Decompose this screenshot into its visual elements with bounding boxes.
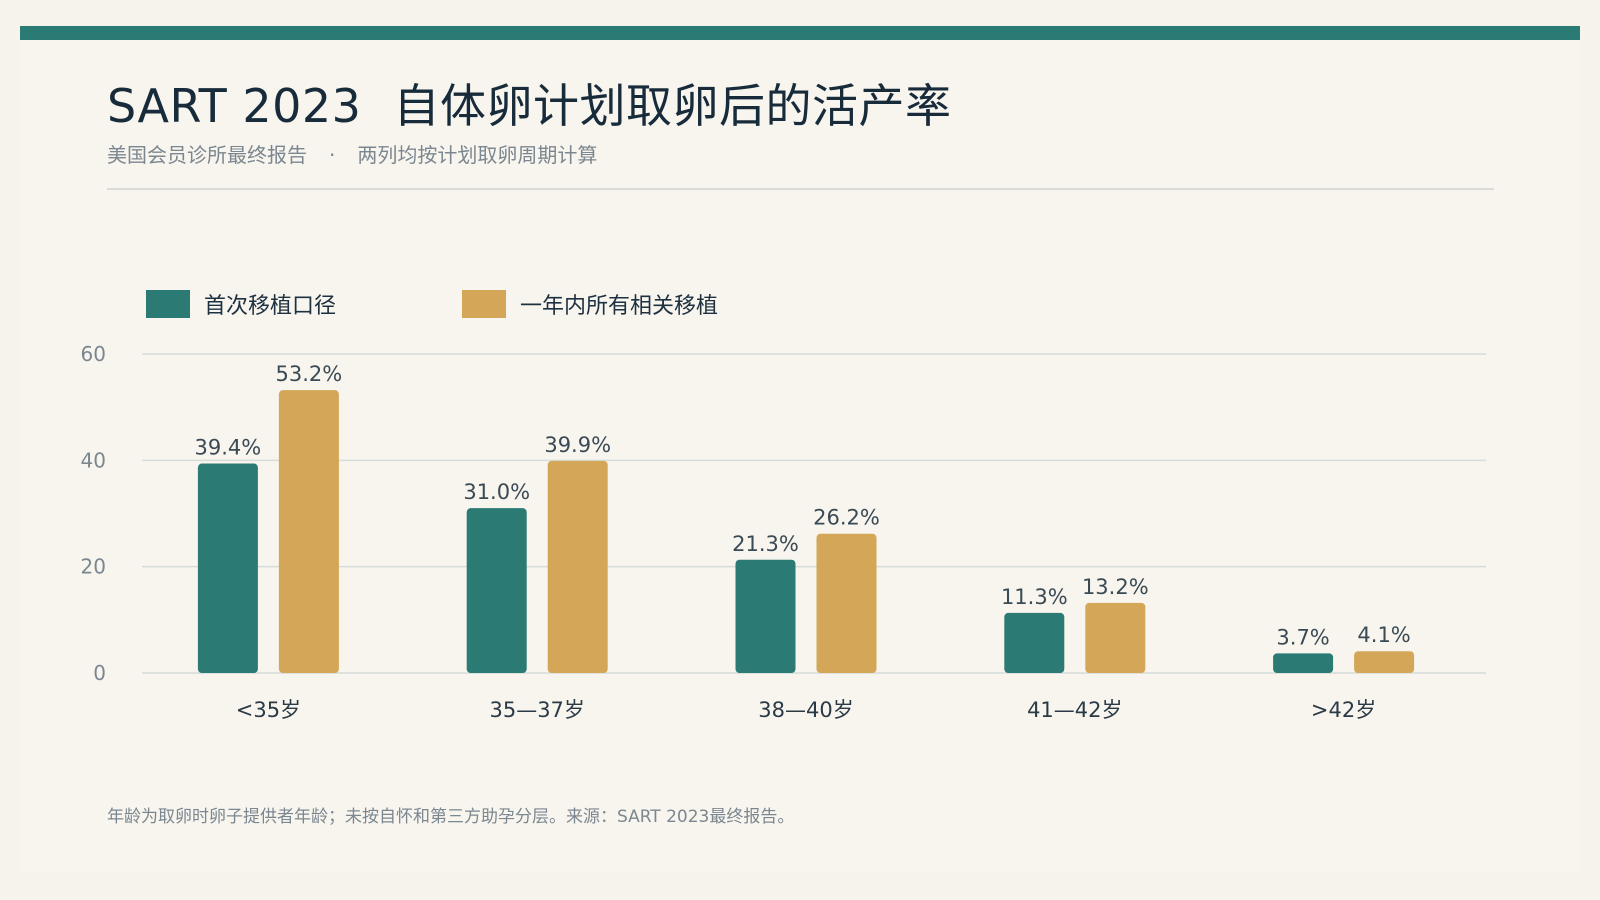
- legend-item-series-2: 一年内所有相关移植: [462, 288, 718, 320]
- bar-series-1-2: [735, 559, 796, 673]
- bar-series-2-0: [278, 390, 339, 673]
- bar-series-1-1: [466, 508, 527, 673]
- bar-series-2-4: [1354, 651, 1415, 673]
- data-label-series-2-2: 26.2%: [813, 506, 880, 530]
- legend-swatch-series-2: [462, 290, 506, 318]
- subtitle-right: 两列均按计划取卵周期计算: [357, 143, 598, 167]
- x-tick-label-0: <35岁: [236, 698, 301, 722]
- bar-series-1-4: [1273, 653, 1334, 673]
- bar-chart: 0 20 40 60 39.4% 53.2% <35岁 31.0% 39.9% 35—37岁 21.…: [81, 342, 1486, 722]
- bar-series-2-1: [547, 460, 608, 673]
- legend-item-series-1: 首次移植口径: [146, 288, 336, 320]
- header-divider: [107, 188, 1494, 190]
- page-title: SART 2023 自体卵计划取卵后的活产率: [107, 70, 951, 136]
- data-label-series-1-3: 11.3%: [1001, 585, 1068, 609]
- accent-bar: [20, 26, 1580, 40]
- legend-swatch-series-1: [146, 290, 190, 318]
- data-label-series-1-0: 39.4%: [195, 436, 262, 460]
- subtitle-separator: ·: [329, 143, 336, 167]
- data-label-series-1-2: 21.3%: [732, 532, 799, 556]
- x-tick-label-1: 35—37岁: [489, 698, 584, 722]
- legend-label-series-1: 首次移植口径: [204, 294, 337, 319]
- title-main: SART 2023: [107, 79, 362, 133]
- data-label-series-1-4: 3.7%: [1276, 625, 1329, 649]
- bar-series-2-3: [1085, 602, 1146, 673]
- x-tick-label-3: 41—42岁: [1027, 698, 1122, 722]
- legend-label-series-2: 一年内所有相关移植: [520, 294, 719, 319]
- data-label-series-1-1: 31.0%: [463, 480, 530, 504]
- footnote: 年龄为取卵时卵子提供者年龄；未按自怀和第三方助孕分层。来源：SART 2023最…: [107, 807, 795, 827]
- bar-series-1-0: [197, 463, 258, 673]
- data-label-series-2-4: 4.1%: [1357, 623, 1410, 647]
- data-label-series-2-3: 13.2%: [1082, 575, 1149, 599]
- bar-series-2-2: [816, 533, 877, 673]
- subtitle-left: 美国会员诊所最终报告: [107, 143, 307, 167]
- x-tick-label-2: 38—40岁: [758, 698, 853, 722]
- y-tick-label-20: 20: [81, 555, 106, 579]
- y-tick-label-0: 0: [93, 661, 106, 685]
- y-tick-label-40: 40: [81, 448, 106, 472]
- page-subtitle: 美国会员诊所最终报告 · 两列均按计划取卵周期计算: [107, 139, 597, 168]
- bar-series-1-3: [1004, 612, 1065, 673]
- x-tick-label-4: >42岁: [1311, 698, 1376, 722]
- title-rest: 自体卵计划取卵后的活产率: [393, 79, 952, 133]
- y-tick-label-60: 60: [81, 342, 106, 366]
- data-label-series-2-0: 53.2%: [276, 362, 343, 386]
- data-label-series-2-1: 39.9%: [544, 433, 611, 457]
